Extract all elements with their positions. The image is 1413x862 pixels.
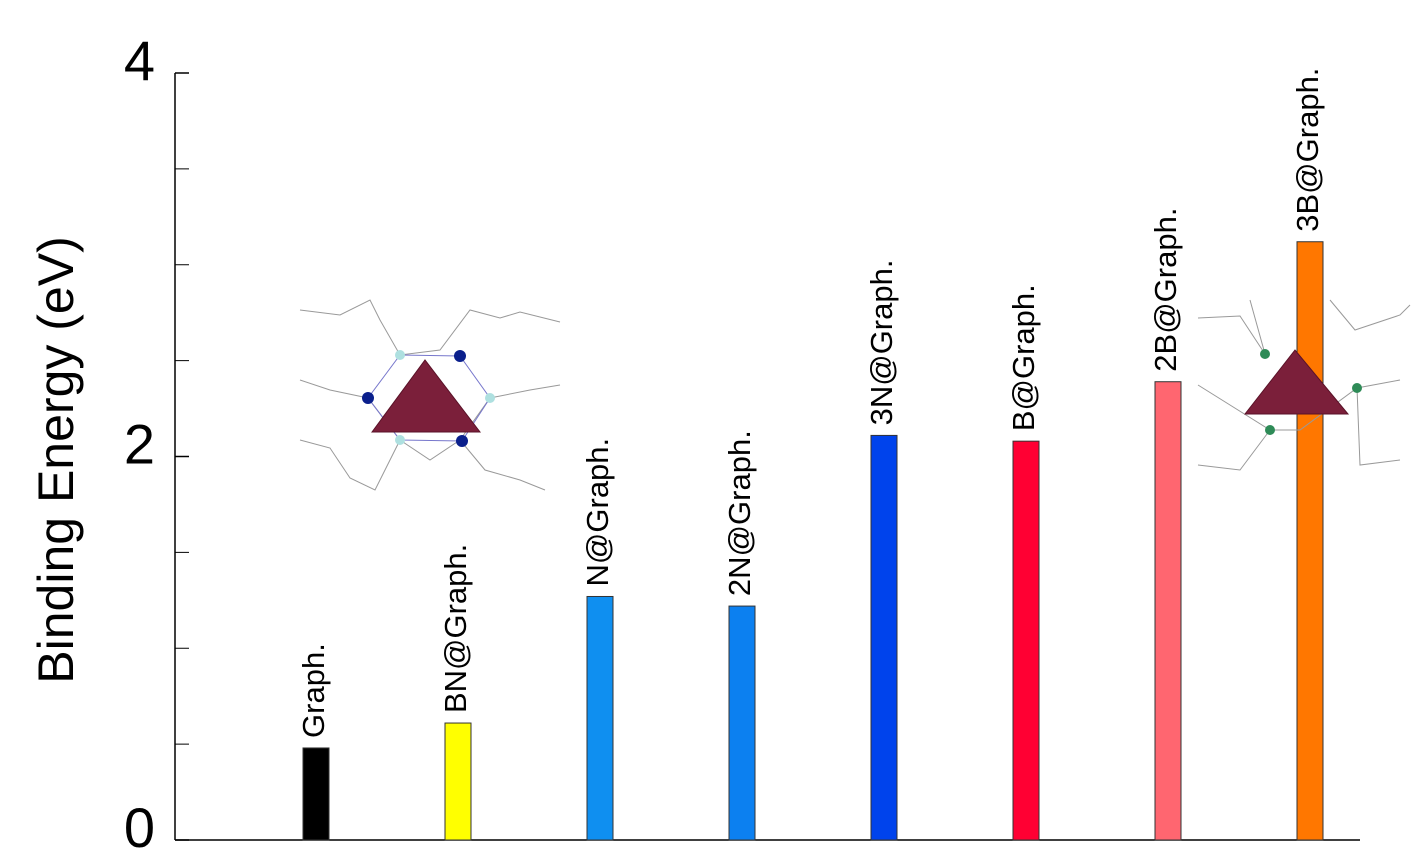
y-tick-label: 2 — [124, 412, 155, 475]
y-tick-label: 4 — [124, 29, 155, 92]
category-label: Graph. — [296, 643, 331, 738]
category-label: 2N@Graph. — [722, 430, 757, 596]
category-label: N@Graph. — [580, 438, 615, 587]
y-tick-label: 0 — [124, 796, 155, 859]
structure-inset-right — [1197, 299, 1411, 471]
y-axis-label: Binding Energy (eV) — [28, 236, 84, 683]
category-label: 2B@Graph. — [1148, 208, 1183, 372]
category-label: B@Graph. — [1006, 284, 1041, 431]
category-label: BN@Graph. — [438, 544, 473, 713]
category-label: 3N@Graph. — [864, 260, 899, 426]
bar — [870, 434, 898, 841]
bar — [1154, 381, 1182, 841]
bar — [1296, 241, 1324, 841]
category-label: 3B@Graph. — [1290, 68, 1325, 232]
bar — [444, 722, 472, 841]
bar — [728, 605, 756, 841]
plot-area: 0 2 4 Graph. BN@Graph. N@Graph. 2N@Graph. 3N@Gr… — [124, 29, 1360, 859]
bar — [302, 747, 330, 841]
bar — [586, 595, 614, 841]
bar — [1012, 440, 1040, 841]
structure-inset-left — [299, 299, 561, 491]
